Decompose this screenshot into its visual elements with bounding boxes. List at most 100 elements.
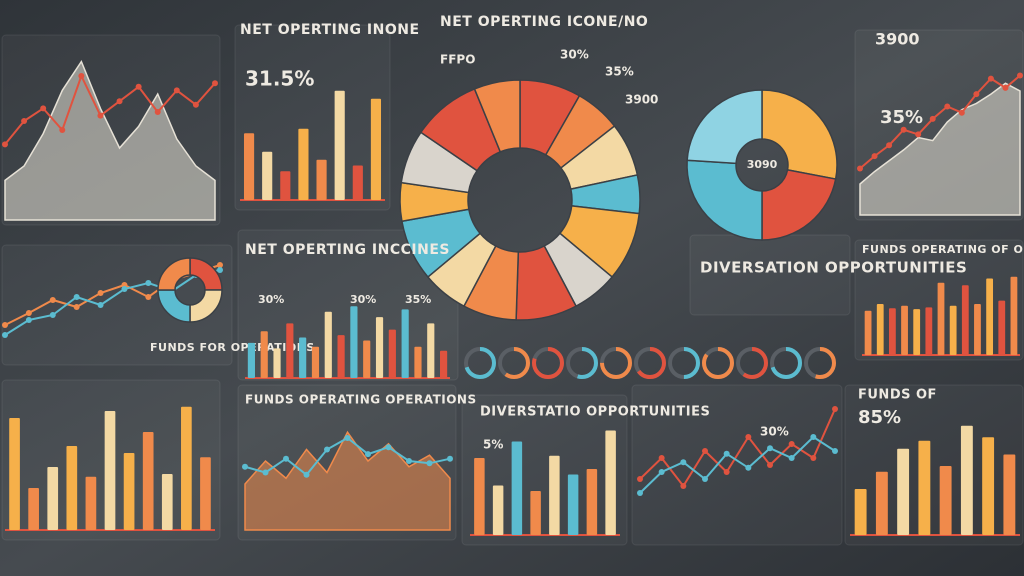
point <box>365 451 371 458</box>
point <box>788 455 795 461</box>
point <box>283 455 289 462</box>
bar <box>104 411 116 530</box>
point <box>406 458 412 464</box>
bar <box>474 458 485 535</box>
bar <box>986 278 994 355</box>
chart-title: FUNDS OF <box>858 388 937 403</box>
bar <box>280 171 291 200</box>
bar <box>567 474 579 535</box>
gauge <box>532 347 564 379</box>
annotation: 30% <box>760 425 789 439</box>
annotation: 30% <box>560 48 589 62</box>
annotation: 5% <box>483 438 503 452</box>
point <box>973 91 980 98</box>
donut-segment <box>686 159 763 241</box>
chart-title: FUNDS OPERATING OF OPERATIONS <box>862 243 1024 256</box>
bar <box>181 406 192 530</box>
bar <box>299 337 307 378</box>
bar <box>200 457 211 530</box>
point <box>702 448 708 454</box>
annotation: 35% <box>880 107 923 128</box>
bar <box>247 342 255 378</box>
bar <box>66 446 78 530</box>
gauge <box>668 347 700 379</box>
line <box>639 408 836 488</box>
point <box>915 131 922 138</box>
point <box>97 290 104 296</box>
point <box>78 73 85 79</box>
point <box>25 317 32 323</box>
point <box>40 105 47 112</box>
point <box>767 462 773 468</box>
bar <box>243 133 255 200</box>
bar <box>982 437 995 535</box>
annotation: 35% <box>405 293 431 306</box>
bar <box>949 305 957 355</box>
bar <box>9 418 20 530</box>
annotation: FFPO <box>440 53 475 67</box>
point <box>73 294 80 300</box>
gauge <box>634 347 666 379</box>
bar <box>273 348 281 378</box>
bar <box>311 346 320 378</box>
point <box>680 483 687 489</box>
point <box>426 460 433 467</box>
bar <box>875 471 888 535</box>
gauge <box>702 347 734 379</box>
point <box>447 455 453 462</box>
point <box>97 302 104 308</box>
bar <box>549 455 560 535</box>
line <box>639 435 836 494</box>
panel <box>631 384 843 546</box>
bar <box>47 467 59 530</box>
point <box>116 98 123 105</box>
point <box>324 446 330 453</box>
bar <box>586 469 598 535</box>
bar <box>960 425 973 535</box>
bar <box>876 304 884 355</box>
point <box>832 448 838 454</box>
point <box>702 476 708 482</box>
point <box>242 463 248 470</box>
point <box>2 322 8 328</box>
bar <box>352 165 363 200</box>
point <box>871 153 878 160</box>
chart-title: FUNDS OPERATING OPERATIONS <box>245 393 477 407</box>
donut-segment <box>761 168 837 241</box>
point <box>212 80 218 87</box>
chart-title: DIVERSATION OPPORTUNITIES <box>700 259 967 277</box>
point <box>745 434 752 440</box>
line <box>4 73 216 146</box>
bar <box>350 306 358 378</box>
gauge <box>464 347 496 379</box>
bar <box>286 323 294 378</box>
point <box>49 297 56 303</box>
bar <box>440 350 448 378</box>
point <box>192 101 199 108</box>
bar <box>864 310 872 355</box>
chart-title: NET OPERTING ICONE/NO <box>440 14 648 30</box>
point <box>929 115 936 122</box>
chart-title: NET OPERTING INCCINES <box>245 242 450 258</box>
bar <box>414 346 422 378</box>
bar <box>605 430 616 535</box>
bar <box>370 98 382 200</box>
point <box>173 87 180 94</box>
annotation: 3900 <box>625 93 658 107</box>
annotation: 3900 <box>875 30 920 49</box>
point <box>385 444 392 451</box>
bar <box>28 488 39 530</box>
bar <box>901 305 908 355</box>
bar <box>262 151 273 200</box>
point <box>658 469 665 475</box>
point <box>958 109 965 116</box>
area <box>244 430 451 531</box>
point <box>262 469 269 476</box>
area <box>859 82 1021 216</box>
chart-title: DIVERSTATIO OPPORTUNITIES <box>480 405 710 420</box>
donut-segment <box>761 89 838 180</box>
annotation: 30% <box>350 293 376 306</box>
point <box>857 165 863 172</box>
point <box>767 445 773 452</box>
